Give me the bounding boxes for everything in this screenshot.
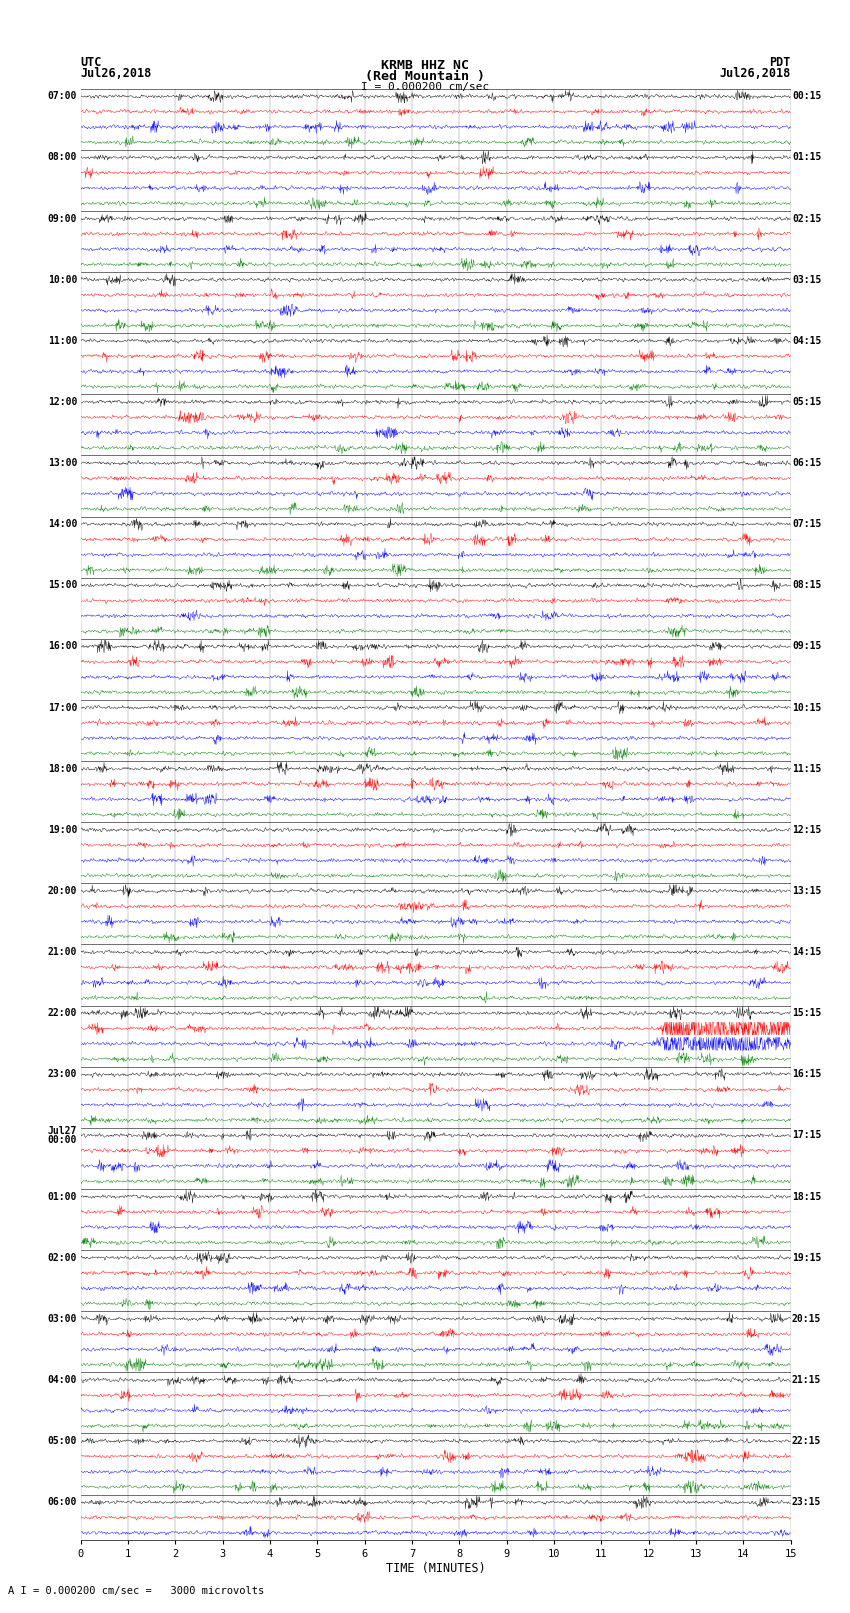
Text: 13:15: 13:15 — [792, 886, 821, 895]
Text: 08:00: 08:00 — [48, 153, 77, 163]
Text: I = 0.000200 cm/sec: I = 0.000200 cm/sec — [361, 82, 489, 92]
Text: 06:15: 06:15 — [792, 458, 821, 468]
Text: 15:15: 15:15 — [792, 1008, 821, 1018]
Text: Jul26,2018: Jul26,2018 — [719, 68, 791, 81]
Text: 21:00: 21:00 — [48, 947, 77, 957]
Text: 14:15: 14:15 — [792, 947, 821, 957]
Text: 04:15: 04:15 — [792, 336, 821, 345]
Text: 05:15: 05:15 — [792, 397, 821, 406]
Text: 10:00: 10:00 — [48, 274, 77, 286]
Text: 10:15: 10:15 — [792, 703, 821, 713]
Text: 03:15: 03:15 — [792, 274, 821, 286]
Text: 22:00: 22:00 — [48, 1008, 77, 1018]
Text: Jul27: Jul27 — [48, 1126, 77, 1136]
Text: 06:00: 06:00 — [48, 1497, 77, 1507]
Text: 18:15: 18:15 — [792, 1192, 821, 1202]
Text: 02:15: 02:15 — [792, 213, 821, 224]
Text: 01:00: 01:00 — [48, 1192, 77, 1202]
Text: 07:00: 07:00 — [48, 92, 77, 102]
Text: 04:00: 04:00 — [48, 1374, 77, 1386]
Text: 17:00: 17:00 — [48, 703, 77, 713]
Text: 19:15: 19:15 — [792, 1253, 821, 1263]
Text: 17:15: 17:15 — [792, 1131, 821, 1140]
X-axis label: TIME (MINUTES): TIME (MINUTES) — [386, 1563, 485, 1576]
Text: UTC: UTC — [81, 56, 102, 69]
Text: 00:00: 00:00 — [48, 1136, 77, 1145]
Text: 21:15: 21:15 — [792, 1374, 821, 1386]
Text: 15:00: 15:00 — [48, 581, 77, 590]
Text: KRMB HHZ NC: KRMB HHZ NC — [381, 58, 469, 71]
Text: 23:00: 23:00 — [48, 1069, 77, 1079]
Text: 20:15: 20:15 — [792, 1315, 821, 1324]
Text: 05:00: 05:00 — [48, 1436, 77, 1447]
Text: 18:00: 18:00 — [48, 763, 77, 774]
Text: 02:00: 02:00 — [48, 1253, 77, 1263]
Text: 14:00: 14:00 — [48, 519, 77, 529]
Text: 09:15: 09:15 — [792, 642, 821, 652]
Text: 00:15: 00:15 — [792, 92, 821, 102]
Text: 23:15: 23:15 — [792, 1497, 821, 1507]
Text: 12:15: 12:15 — [792, 824, 821, 836]
Text: 01:15: 01:15 — [792, 153, 821, 163]
Text: 13:00: 13:00 — [48, 458, 77, 468]
Text: 09:00: 09:00 — [48, 213, 77, 224]
Text: 07:15: 07:15 — [792, 519, 821, 529]
Text: 08:15: 08:15 — [792, 581, 821, 590]
Text: 16:15: 16:15 — [792, 1069, 821, 1079]
Text: 22:15: 22:15 — [792, 1436, 821, 1447]
Text: 19:00: 19:00 — [48, 824, 77, 836]
Text: 12:00: 12:00 — [48, 397, 77, 406]
Text: 11:00: 11:00 — [48, 336, 77, 345]
Text: 16:00: 16:00 — [48, 642, 77, 652]
Text: 03:00: 03:00 — [48, 1315, 77, 1324]
Text: PDT: PDT — [769, 56, 790, 69]
Text: A I = 0.000200 cm/sec =   3000 microvolts: A I = 0.000200 cm/sec = 3000 microvolts — [8, 1586, 264, 1595]
Text: Jul26,2018: Jul26,2018 — [81, 68, 152, 81]
Text: 11:15: 11:15 — [792, 763, 821, 774]
Text: 20:00: 20:00 — [48, 886, 77, 895]
Text: (Red Mountain ): (Red Mountain ) — [365, 69, 485, 82]
